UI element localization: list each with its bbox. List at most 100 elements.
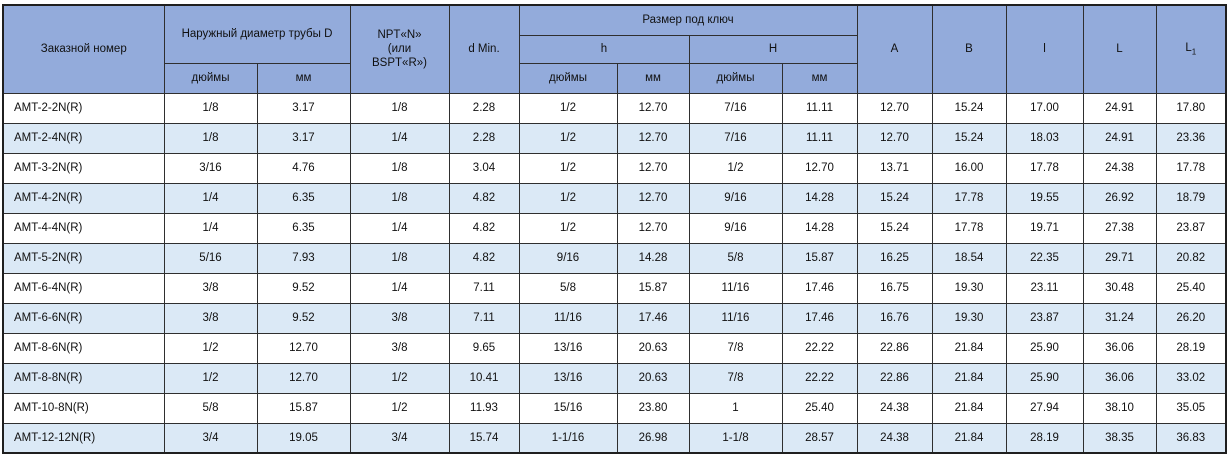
header-h-small: h	[518, 34, 690, 64]
header-h-inches: дюймы	[518, 62, 618, 94]
value-cell: 21.84	[931, 422, 1007, 454]
value-cell: 19.71	[1005, 212, 1084, 244]
value-cell: 36.06	[1082, 332, 1157, 364]
value-cell: 9/16	[518, 242, 618, 274]
table-row: AMT-5-2N(R) 5/16 7.93 1/8 4.82 9/16 14.28 5/8 15…	[2, 242, 1227, 274]
value-cell: 11/16	[518, 302, 618, 334]
value-cell: 9.65	[448, 332, 520, 364]
value-cell: 5/8	[518, 272, 618, 304]
table-row: AMT-4-2N(R) 1/4 6.35 1/8 4.82 1/2 12.70 9/16 14.…	[2, 182, 1227, 214]
table-row: AMT-8-8N(R) 1/2 12.70 1/2 10.41 13/16 20.63 7/8…	[2, 362, 1227, 394]
value-cell: 29.71	[1082, 242, 1157, 274]
value-cell: 17.80	[1155, 92, 1227, 124]
dimensions-table: Заказной номер Наружный диаметр трубы D …	[2, 4, 1227, 454]
value-cell: 15.24	[856, 212, 933, 244]
header-order-number: Заказной номер	[2, 4, 165, 94]
value-cell: 12.70	[256, 332, 351, 364]
table-row: AMT-2-4N(R) 1/8 3.17 1/4 2.28 1/2 12.70 7/16 11.…	[2, 122, 1227, 154]
value-cell: 20.63	[616, 362, 690, 394]
header-H-inches: дюймы	[688, 62, 783, 94]
value-cell: 3/16	[163, 152, 258, 184]
value-cell: 33.02	[1155, 362, 1227, 394]
value-cell: 26.92	[1082, 182, 1157, 214]
table-row: AMT-2-2N(R) 1/8 3.17 1/8 2.28 1/2 12.70 7/16 11.…	[2, 92, 1227, 124]
value-cell: 12.70	[856, 122, 933, 154]
order-number-cell: AMT-8-6N(R)	[2, 332, 165, 364]
value-cell: 2.28	[448, 92, 520, 124]
value-cell: 12.70	[856, 92, 933, 124]
order-number-cell: AMT-2-2N(R)	[2, 92, 165, 124]
value-cell: 7/8	[688, 362, 783, 394]
value-cell: 1/4	[349, 212, 450, 244]
order-number-cell: AMT-8-8N(R)	[2, 362, 165, 394]
value-cell: 4.82	[448, 242, 520, 274]
value-cell: 23.87	[1005, 302, 1084, 334]
header-npt-line1: NPT«N»	[377, 28, 422, 41]
value-cell: 22.22	[781, 332, 858, 364]
header-l1: L1	[1155, 4, 1227, 94]
value-cell: 9.52	[256, 272, 351, 304]
value-cell: 36.83	[1155, 422, 1227, 454]
value-cell: 28.19	[1155, 332, 1227, 364]
value-cell: 1/2	[163, 332, 258, 364]
value-cell: 12.70	[616, 212, 690, 244]
value-cell: 16.76	[856, 302, 933, 334]
value-cell: 26.98	[616, 422, 690, 454]
value-cell: 1/2	[349, 362, 450, 394]
value-cell: 7.93	[256, 242, 351, 274]
value-cell: 1/2	[518, 152, 618, 184]
value-cell: 7/16	[688, 122, 783, 154]
value-cell: 17.46	[781, 272, 858, 304]
value-cell: 25.40	[1155, 272, 1227, 304]
value-cell: 15.24	[856, 182, 933, 214]
order-number-cell: AMT-4-4N(R)	[2, 212, 165, 244]
header-a: A	[856, 4, 933, 94]
value-cell: 23.11	[1005, 272, 1084, 304]
value-cell: 36.06	[1082, 362, 1157, 394]
value-cell: 1	[688, 392, 783, 424]
value-cell: 17.78	[1005, 152, 1084, 184]
value-cell: 3.04	[448, 152, 520, 184]
value-cell: 13.71	[856, 152, 933, 184]
value-cell: 25.90	[1005, 332, 1084, 364]
value-cell: 17.46	[616, 302, 690, 334]
value-cell: 1/2	[349, 392, 450, 424]
value-cell: 26.20	[1155, 302, 1227, 334]
value-cell: 9/16	[688, 212, 783, 244]
header-d-min: d Min.	[448, 4, 520, 94]
header-npt-line2: (или	[387, 43, 412, 56]
value-cell: 22.35	[1005, 242, 1084, 274]
value-cell: 3/8	[163, 272, 258, 304]
header-npt: NPT«N» (или BSPT«R»)	[349, 4, 450, 94]
value-cell: 19.30	[931, 272, 1007, 304]
value-cell: 11/16	[688, 272, 783, 304]
value-cell: 24.38	[856, 392, 933, 424]
value-cell: 15.24	[931, 122, 1007, 154]
value-cell: 14.28	[781, 212, 858, 244]
table-body: AMT-2-2N(R) 1/8 3.17 1/8 2.28 1/2 12.70 7/16 11.…	[2, 92, 1227, 454]
value-cell: 16.75	[856, 272, 933, 304]
header-h-big: H	[688, 34, 858, 64]
table-row: AMT-8-6N(R) 1/2 12.70 3/8 9.65 13/16 20.63 7/8 2…	[2, 332, 1227, 364]
value-cell: 3/4	[163, 422, 258, 454]
value-cell: 3.17	[256, 92, 351, 124]
value-cell: 17.00	[1005, 92, 1084, 124]
value-cell: 25.90	[1005, 362, 1084, 394]
order-number-cell: AMT-10-8N(R)	[2, 392, 165, 424]
value-cell: 38.35	[1082, 422, 1157, 454]
value-cell: 15.24	[931, 92, 1007, 124]
value-cell: 13/16	[518, 362, 618, 394]
value-cell: 24.38	[1082, 152, 1157, 184]
order-number-cell: AMT-5-2N(R)	[2, 242, 165, 274]
value-cell: 22.86	[856, 362, 933, 394]
header-h-mm: мм	[616, 62, 690, 94]
value-cell: 18.79	[1155, 182, 1227, 214]
value-cell: 11.11	[781, 92, 858, 124]
value-cell: 11/16	[688, 302, 783, 334]
order-number-cell: AMT-3-2N(R)	[2, 152, 165, 184]
value-cell: 28.57	[781, 422, 858, 454]
value-cell: 17.78	[931, 212, 1007, 244]
value-cell: 6.35	[256, 212, 351, 244]
value-cell: 17.46	[781, 302, 858, 334]
value-cell: 6.35	[256, 182, 351, 214]
